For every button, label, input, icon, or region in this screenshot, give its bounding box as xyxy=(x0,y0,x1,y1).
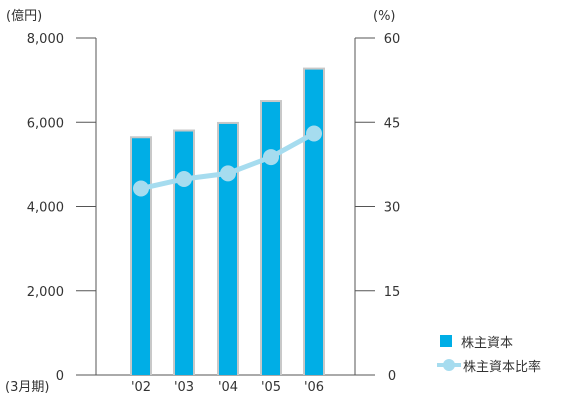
x-tick-label: '02 xyxy=(131,380,151,395)
bar xyxy=(305,69,323,375)
left-tick-label: 2,000 xyxy=(27,285,64,300)
x-tick-label: '03 xyxy=(174,380,194,395)
right-tick-label: 30 xyxy=(384,201,401,216)
legend-bar-swatch xyxy=(440,335,452,347)
legend-line-label: 株主資本比率 xyxy=(463,359,542,375)
bar xyxy=(175,131,193,375)
ratio-point xyxy=(263,149,279,166)
bar xyxy=(132,138,150,375)
right-axis-unit: (%) xyxy=(373,9,396,24)
x-tick-label: '05 xyxy=(261,380,281,395)
right-tick-label: 45 xyxy=(384,116,401,131)
legend-item-line: 株主資本比率 xyxy=(437,353,587,377)
x-tick-label: '04 xyxy=(218,380,238,395)
legend: 株主資本 株主資本比率 xyxy=(437,329,587,377)
legend-bar-label: 株主資本 xyxy=(461,335,514,351)
left-tick-label: 0 xyxy=(56,369,64,384)
x-axis-prefix: (3月期) xyxy=(5,380,49,395)
bars xyxy=(130,67,325,375)
labels: 0 2,000 4,000 6,000 8,000 0 15 30 45 60 (億円) (%) (3月… xyxy=(5,8,400,395)
left-axis-unit: (億円) xyxy=(6,8,42,24)
ratio-point xyxy=(306,125,322,142)
ratio-point xyxy=(220,165,236,182)
ratio-line xyxy=(133,125,322,197)
x-tick-label: '06 xyxy=(304,380,324,395)
left-tick-label: 8,000 xyxy=(27,32,64,47)
left-tick-label: 4,000 xyxy=(27,201,64,216)
right-tick-label: 15 xyxy=(384,285,401,300)
legend-line-swatch xyxy=(437,359,461,371)
bar xyxy=(262,102,280,375)
left-tick-label: 6,000 xyxy=(27,116,64,131)
right-tick-label: 0 xyxy=(388,369,396,384)
legend-item-bar: 株主資本 xyxy=(437,329,587,353)
bar xyxy=(219,123,237,375)
right-tick-label: 60 xyxy=(384,32,401,47)
ratio-point xyxy=(133,180,149,197)
ratio-point xyxy=(176,170,192,187)
